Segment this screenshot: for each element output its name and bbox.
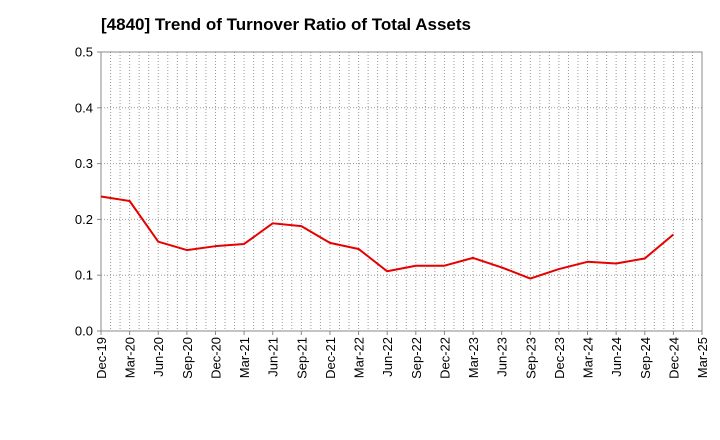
x-tick-label: Dec-20 [208, 337, 223, 379]
x-tick-label: Mar-21 [237, 337, 252, 378]
x-tick-label: Sep-20 [180, 337, 195, 379]
x-tick-label: Jun-22 [380, 337, 395, 377]
x-tick-label: Jun-23 [495, 337, 510, 377]
x-tick-label: Mar-22 [352, 337, 367, 378]
gridlines [101, 52, 702, 331]
x-tick-label: Jun-20 [151, 337, 166, 377]
y-tick-label: 0.2 [75, 212, 93, 227]
x-tick-label: Dec-22 [437, 337, 452, 379]
x-tick-label: Sep-22 [409, 337, 424, 379]
plot-frame [100, 51, 703, 332]
x-tick-label: Mar-24 [581, 337, 596, 378]
x-tick-label: Mar-20 [123, 337, 138, 378]
x-tick-label: Sep-21 [294, 337, 309, 379]
x-tick-label: Dec-21 [323, 337, 338, 379]
y-tick-label: 0.0 [75, 324, 93, 339]
y-tick-label: 0.3 [75, 156, 93, 171]
series-line [100, 195, 675, 280]
x-tick-label: Mar-23 [466, 337, 481, 378]
chart-title: [4840] Trend of Turnover Ratio of Total … [101, 15, 471, 34]
x-tick-label: Dec-19 [94, 337, 109, 379]
y-tick-label: 0.4 [75, 100, 93, 115]
x-tick-label: Dec-24 [666, 337, 681, 379]
x-tick-label: Sep-23 [523, 337, 538, 379]
x-tick-label: Dec-23 [552, 337, 567, 379]
x-axis-ticks: Dec-19 Mar-20 Jun-20 Sep-20 Dec-20 Mar-21 Jun-… [94, 331, 710, 379]
x-tick-label: Mar-25 [695, 337, 710, 378]
y-tick-label: 0.5 [75, 45, 93, 60]
x-tick-label: Jun-21 [266, 337, 281, 377]
x-tick-label: Sep-24 [638, 337, 653, 379]
series-layer [100, 195, 675, 280]
y-tick-label: 0.1 [75, 268, 93, 283]
y-axis-ticks: 0.0 0.1 0.2 0.3 0.4 0.5 [75, 45, 101, 339]
x-tick-label: Jun-24 [609, 337, 624, 377]
